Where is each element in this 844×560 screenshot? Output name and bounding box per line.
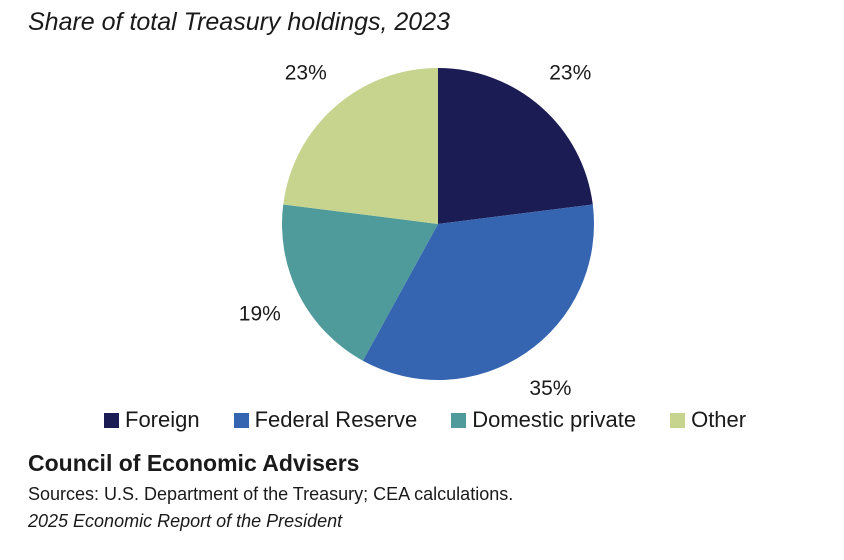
- legend-swatch-federal-reserve: [233, 412, 249, 428]
- pie-slice-foreign: [438, 68, 593, 224]
- legend-item-domestic-private: Domestic private: [451, 407, 636, 433]
- pie-slice-federal-reserve: [362, 204, 594, 380]
- pie-slices: [282, 68, 594, 380]
- legend-label-domestic-private: Domestic private: [472, 407, 637, 432]
- legend-item-foreign: Foreign: [104, 407, 200, 433]
- legend-swatch-domestic-private: [451, 412, 467, 428]
- pie-slice-other: [283, 68, 438, 224]
- legend-item-other: Other: [670, 407, 746, 433]
- pie-labels: 23% 35% 19% 23%: [239, 62, 591, 400]
- legend-swatch-foreign: [104, 412, 119, 428]
- pie-label-domestic-private: 19%: [239, 302, 281, 325]
- legend-label-other: Other: [691, 407, 747, 432]
- report-title: 2025 Economic Report of the President: [28, 511, 343, 531]
- pie-label-federal-reserve: 35%: [529, 377, 571, 400]
- sources-note: Sources: U.S. Department of the Treasury…: [28, 484, 514, 504]
- pie-label-other: 23%: [285, 62, 327, 85]
- pie-label-foreign: 23%: [549, 62, 591, 85]
- pie-slice-domestic-private: [282, 204, 438, 361]
- legend-swatch-other: [670, 412, 686, 428]
- legend-item-federal-reserve: Federal Reserve: [233, 407, 418, 433]
- pie-chart: 23% 35% 19% 23%: [239, 62, 594, 400]
- legend-label-federal-reserve: Federal Reserve: [254, 407, 418, 432]
- publisher: Council of Economic Advisers: [28, 450, 360, 476]
- chart-title: Share of total Treasury holdings, 2023: [28, 8, 451, 36]
- legend-label-foreign: Foreign: [125, 407, 200, 432]
- legend: Foreign Federal Reserve Domestic private…: [104, 405, 746, 435]
